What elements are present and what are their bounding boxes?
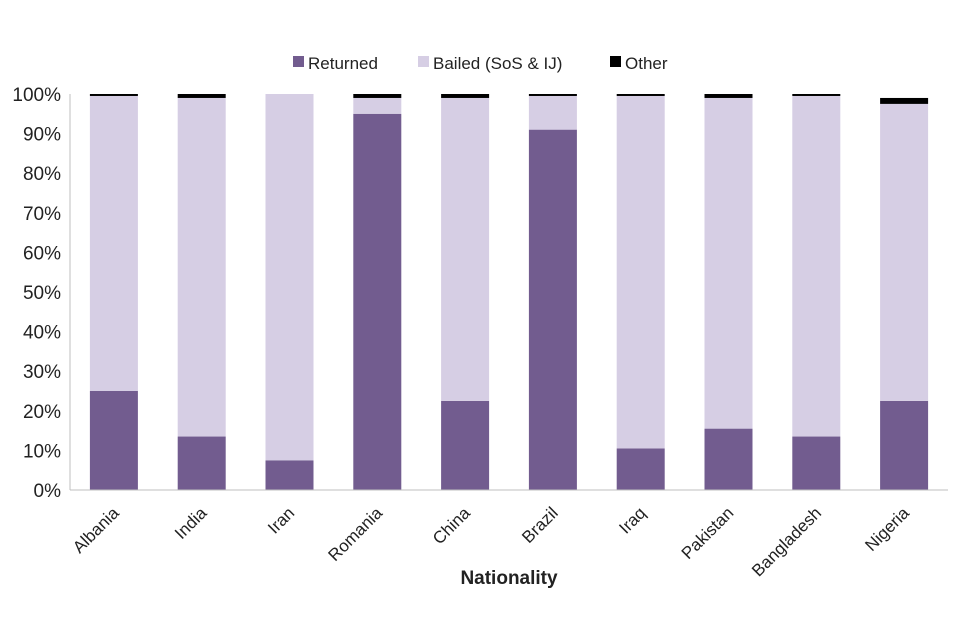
y-tick-label: 80% [23,164,61,185]
y-tick-label: 40% [23,323,61,344]
bar-segment-returned [265,460,314,490]
y-tick-label: 70% [23,204,61,225]
bar-segment-returned [704,428,753,490]
bar-segment-other [353,94,402,98]
y-tick-label: 90% [23,125,61,146]
y-tick-label: 50% [23,283,61,304]
bar-segment-bailed [704,97,753,429]
y-tick-label: 20% [23,402,61,423]
x-tick-label: Iraq [615,503,649,537]
bar-segment-bailed [89,95,138,391]
y-tick-label: 100% [12,85,61,106]
x-tick-label: China [429,503,474,548]
bar-segment-returned [616,448,665,490]
bar-segment-returned [177,436,226,490]
bar-segment-other [441,94,490,98]
bar-segment-bailed [616,95,665,449]
x-tick-label: Bangladesh [748,503,825,580]
bar-segment-returned [880,400,929,490]
legend-swatch [418,56,429,67]
x-axis: Albania India Iran Romania China Brazil Iraq Pa… [69,489,948,580]
bar-segment-returned [89,391,138,490]
bar-segment-other [880,97,929,104]
x-axis-title: Nationality [460,568,558,589]
bar-segment-bailed [792,95,841,437]
bar-stack-brazil [528,94,577,490]
y-tick-label: 10% [23,441,61,462]
bar-segment-bailed [880,103,929,401]
bar-segment-bailed [177,97,226,437]
bar-stack-iraq [616,94,665,490]
y-tick-label: 60% [23,243,61,264]
legend-label: Other [625,54,668,73]
x-tick-label: Romania [325,503,387,565]
bar-stack-iran [265,94,314,490]
bar-segment-returned [792,436,841,490]
bar-segment-bailed [441,97,490,401]
legend-swatch [610,56,621,67]
bar-segment-other [792,94,841,96]
bar-stack-india [177,94,226,490]
legend-label: Returned [308,54,378,73]
x-tick-label: Albania [69,503,123,557]
y-tick-label: 0% [34,481,62,502]
legend: Returned Bailed (SoS & IJ) Other [293,54,668,73]
bars [89,94,929,491]
x-tick-label: Pakistan [678,503,738,563]
bar-stack-romania [353,94,402,491]
bar-segment-bailed [265,94,314,461]
x-tick-label: Iran [264,503,298,537]
bar-segment-other [89,94,138,96]
bar-segment-other [177,94,226,98]
bar-segment-other [616,94,665,96]
x-tick-label: Nigeria [861,503,913,555]
x-tick-label: Brazil [518,503,561,546]
bar-segment-bailed [528,95,577,130]
bar-segment-returned [353,113,402,491]
bar-segment-returned [528,129,577,490]
y-axis: 0% 10% 20% 30% 40% 50% 60% 70% 80% 90% 100% [12,85,71,502]
bar-segment-returned [441,400,490,490]
bar-segment-other [528,94,577,96]
bar-segment-bailed [353,97,402,114]
x-tick-label: India [171,503,211,543]
legend-label: Bailed (SoS & IJ) [433,54,562,73]
y-tick-label: 30% [23,362,61,383]
bar-stack-china [441,94,490,490]
bar-stack-pakistan [704,94,753,490]
bar-stack-bangladesh [792,94,841,490]
bar-segment-other [704,94,753,98]
bar-stack-albania [89,94,138,490]
bar-stack-nigeria [880,97,929,490]
legend-swatch [293,56,304,67]
